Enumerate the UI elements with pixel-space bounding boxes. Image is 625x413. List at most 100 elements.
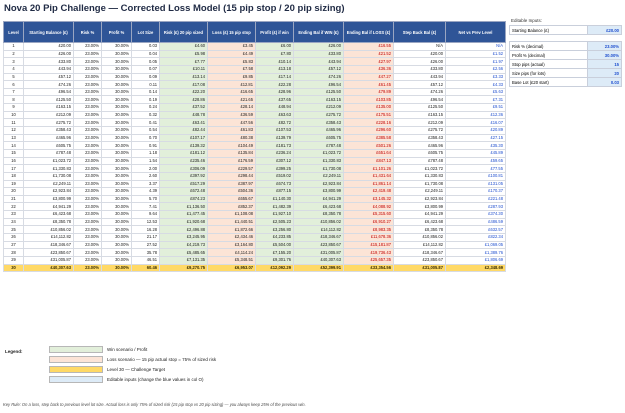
table-cell[interactable]: £4.60 xyxy=(159,42,208,51)
table-cell[interactable]: £385.58 xyxy=(343,133,394,143)
table-cell[interactable]: £2.56 xyxy=(445,64,506,74)
table-cell[interactable]: £163.15 xyxy=(293,95,344,105)
column-header[interactable]: Profit % xyxy=(101,21,132,43)
table-cell[interactable]: £45.89 xyxy=(445,148,506,158)
table-cell[interactable]: 24 xyxy=(3,217,24,227)
table-cell[interactable]: 17 xyxy=(3,164,24,173)
table-cell[interactable]: 23.00% xyxy=(73,87,102,97)
table-cell[interactable]: £14,112.82 xyxy=(293,225,344,234)
table-cell[interactable]: £125.50 xyxy=(393,103,446,112)
table-cell[interactable]: 16 xyxy=(3,156,24,166)
table-cell[interactable]: £1,440.51 xyxy=(207,217,256,227)
table-cell[interactable]: 0.04 xyxy=(131,49,160,59)
table-cell[interactable]: £4,233.85 xyxy=(255,233,294,242)
input-value-cell[interactable]: 30.00% xyxy=(587,50,622,60)
table-cell[interactable]: £605.75 xyxy=(393,148,446,158)
table-cell[interactable]: £6.00 xyxy=(255,42,294,51)
table-cell[interactable]: £307.12 xyxy=(255,156,294,166)
input-value-cell[interactable]: 0.03 xyxy=(587,77,622,87)
table-cell[interactable]: £486.59 xyxy=(445,217,506,227)
table-cell[interactable]: £35.30 xyxy=(445,141,506,150)
table-cell[interactable]: £28.14 xyxy=(207,103,256,112)
column-header[interactable]: Loss (£) 15 pip stop xyxy=(207,21,256,43)
table-cell[interactable]: £104.49 xyxy=(207,141,256,150)
table-cell[interactable]: £787.48 xyxy=(23,148,74,158)
table-cell[interactable]: £1,920.68 xyxy=(159,217,208,227)
table-cell[interactable]: 0.09 xyxy=(131,72,160,82)
table-cell[interactable]: £135.00 xyxy=(343,103,394,112)
table-cell[interactable]: 0.91 xyxy=(131,141,160,150)
table-cell[interactable]: £96.54 xyxy=(23,87,74,97)
table-cell[interactable]: 23.00% xyxy=(73,72,102,82)
table-cell[interactable]: £221.48 xyxy=(445,194,506,204)
table-cell[interactable]: £40,307.63 xyxy=(293,255,344,265)
table-cell[interactable]: 23.00% xyxy=(73,49,102,59)
table-cell[interactable]: 4.39 xyxy=(131,187,160,196)
table-cell[interactable]: 23.00% xyxy=(73,233,102,242)
table-cell[interactable]: £33,354.56 xyxy=(343,263,394,273)
table-cell[interactable]: £1,806.69 xyxy=(445,255,506,265)
table-cell[interactable]: £33.80 xyxy=(293,49,344,59)
column-header[interactable]: Ending Bal if WIN (£) xyxy=(293,21,344,43)
table-cell[interactable]: 30.00% xyxy=(101,156,132,166)
table-cell[interactable]: £82.72 xyxy=(255,118,294,128)
table-cell[interactable]: £1,136.50 xyxy=(159,202,208,212)
table-cell[interactable]: 6 xyxy=(3,80,24,89)
column-header[interactable]: Risk % xyxy=(73,21,102,43)
table-cell[interactable]: 7 xyxy=(3,87,24,97)
table-cell[interactable]: £1,330.83 xyxy=(293,156,344,166)
table-cell[interactable]: 30.00% xyxy=(101,72,132,82)
table-cell[interactable]: £125.50 xyxy=(293,87,344,97)
table-cell[interactable]: £22.20 xyxy=(159,87,208,97)
table-cell[interactable]: £17.14 xyxy=(255,72,294,82)
table-cell[interactable]: £5.83 xyxy=(207,57,256,66)
table-cell[interactable]: 30.00% xyxy=(101,118,132,128)
table-cell[interactable]: £655.67 xyxy=(207,194,256,204)
table-cell[interactable]: 23.00% xyxy=(73,248,102,257)
table-cell[interactable]: 30.00% xyxy=(101,210,132,219)
input-value-cell[interactable]: 23.00% xyxy=(587,41,622,51)
input-value-cell[interactable]: 20 xyxy=(587,68,622,78)
column-header[interactable]: Risk (£) 20 pip sized xyxy=(159,21,208,43)
table-cell[interactable]: £3,800.99 xyxy=(293,187,344,196)
table-cell[interactable]: £212.09 xyxy=(293,103,344,112)
table-cell[interactable]: £847.13 xyxy=(343,156,394,166)
table-cell[interactable]: £107.17 xyxy=(159,133,208,143)
table-cell[interactable]: £605.75 xyxy=(23,141,74,150)
table-cell[interactable]: £3.45 xyxy=(207,42,256,51)
table-cell[interactable]: £852.37 xyxy=(207,202,256,212)
table-cell[interactable]: 30.00% xyxy=(101,42,132,51)
table-cell[interactable]: 19 xyxy=(3,179,24,189)
table-cell[interactable]: £1,477.45 xyxy=(159,210,208,219)
table-cell[interactable]: 23.00% xyxy=(73,225,102,234)
table-cell[interactable]: £22.28 xyxy=(255,80,294,89)
table-cell[interactable]: £16.65 xyxy=(207,87,256,97)
table-cell[interactable]: £2,923.84 xyxy=(23,187,74,196)
table-cell[interactable]: 23.00% xyxy=(73,217,102,227)
table-cell[interactable]: £21.52 xyxy=(343,49,394,59)
table-cell[interactable]: 23.00% xyxy=(73,42,102,51)
table-cell[interactable]: £175.51 xyxy=(343,110,394,120)
table-cell[interactable]: £31,005.87 xyxy=(393,263,446,273)
table-cell[interactable]: £5,485.65 xyxy=(159,248,208,257)
table-cell[interactable]: £2,923.84 xyxy=(293,179,344,189)
table-cell[interactable]: £125.50 xyxy=(23,95,74,105)
table-cell[interactable]: 1.54 xyxy=(131,156,160,166)
table-cell[interactable]: £1,872.66 xyxy=(207,225,256,234)
table-cell[interactable]: £63.41 xyxy=(159,118,208,128)
table-cell[interactable]: £13.14 xyxy=(159,72,208,82)
table-cell[interactable]: 30 xyxy=(3,263,24,273)
table-cell[interactable]: £358.43 xyxy=(393,133,446,143)
table-cell[interactable]: 13 xyxy=(3,133,24,143)
table-cell[interactable]: 30.00% xyxy=(101,64,132,74)
table-cell[interactable]: £287.93 xyxy=(445,202,506,212)
table-cell[interactable]: £163.15 xyxy=(393,110,446,120)
table-cell[interactable]: £2,249.11 xyxy=(293,171,344,181)
table-cell[interactable]: 23.00% xyxy=(73,80,102,89)
table-cell[interactable]: 23.00% xyxy=(73,156,102,166)
table-cell[interactable]: 0.32 xyxy=(131,110,160,120)
table-cell[interactable]: 29 xyxy=(3,255,24,265)
table-cell[interactable]: £14,112.82 xyxy=(393,240,446,250)
table-cell[interactable]: £3,800.99 xyxy=(393,202,446,212)
table-cell[interactable]: 30.00% xyxy=(101,141,132,150)
